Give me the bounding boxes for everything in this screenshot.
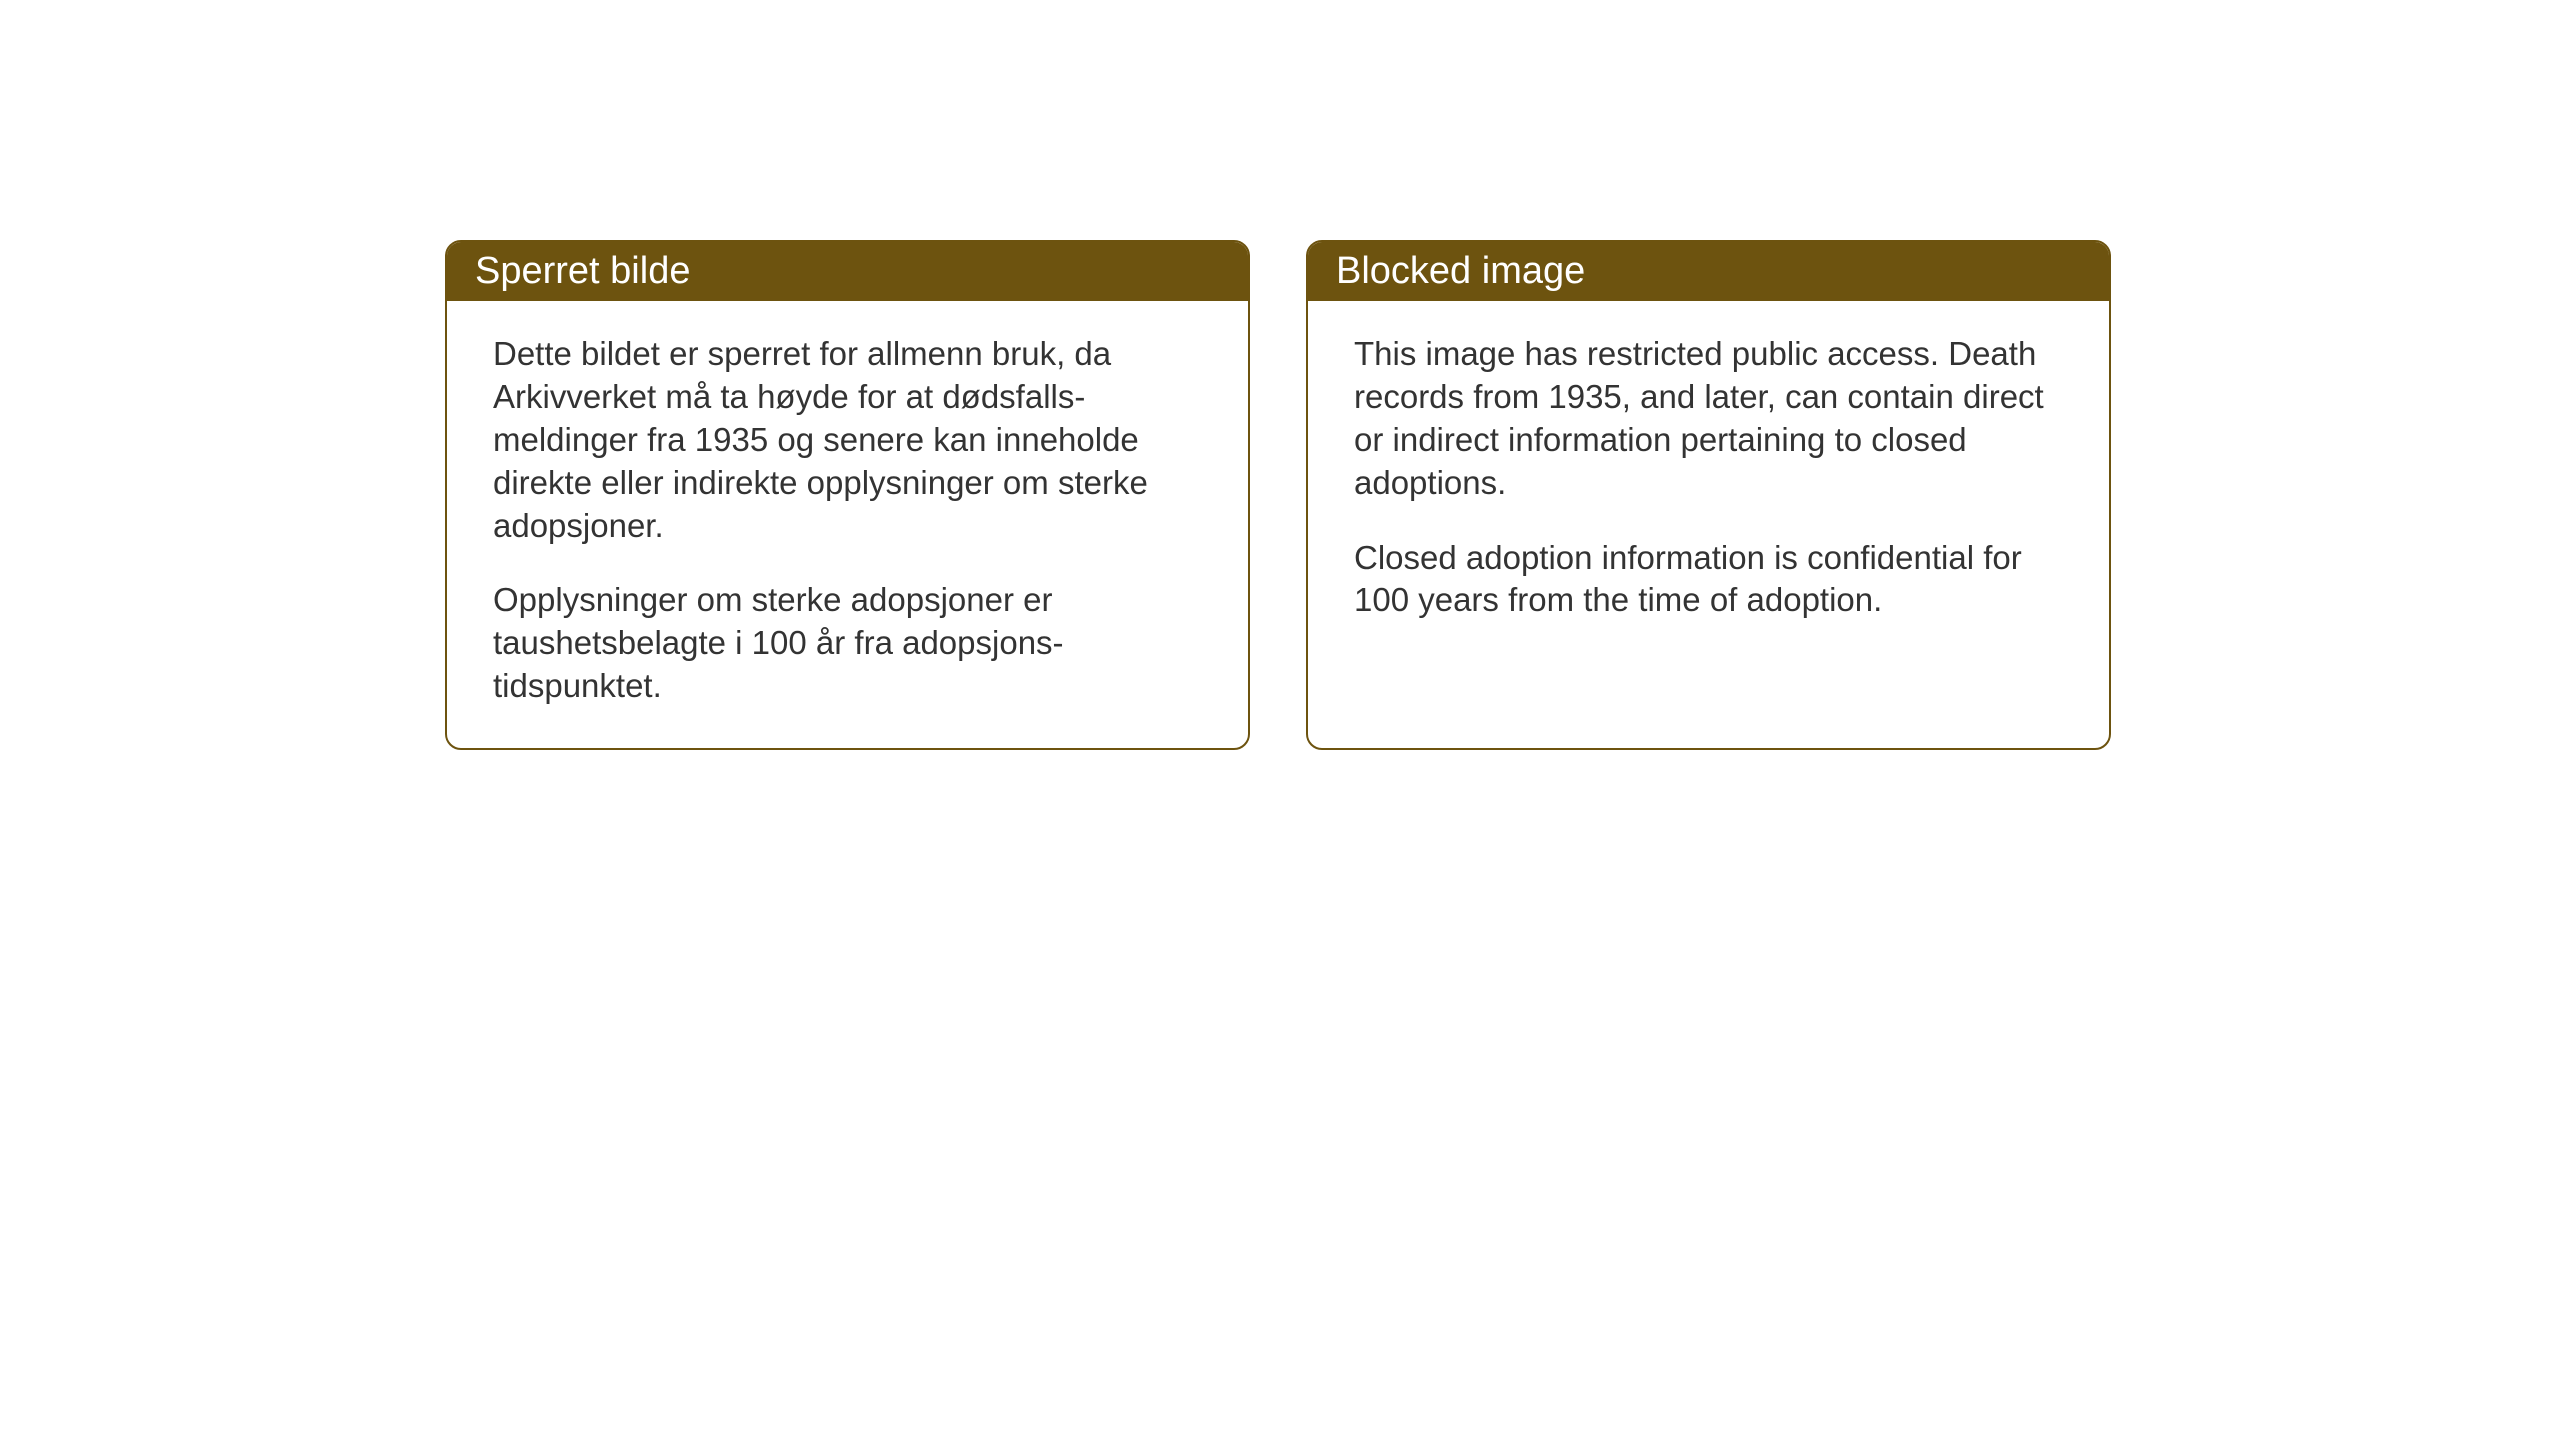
notice-body-norwegian: Dette bildet er sperret for allmenn bruk… <box>447 301 1248 740</box>
notice-paragraph: This image has restricted public access.… <box>1354 333 2063 505</box>
notice-container: Sperret bilde Dette bildet er sperret fo… <box>445 240 2111 750</box>
notice-paragraph: Opplysninger om sterke adopsjoner er tau… <box>493 579 1202 708</box>
notice-card-norwegian: Sperret bilde Dette bildet er sperret fo… <box>445 240 1250 750</box>
notice-card-english: Blocked image This image has restricted … <box>1306 240 2111 750</box>
notice-header-norwegian: Sperret bilde <box>447 242 1248 301</box>
notice-paragraph: Dette bildet er sperret for allmenn bruk… <box>493 333 1202 547</box>
notice-header-english: Blocked image <box>1308 242 2109 301</box>
notice-paragraph: Closed adoption information is confident… <box>1354 537 2063 623</box>
notice-body-english: This image has restricted public access.… <box>1308 301 2109 654</box>
